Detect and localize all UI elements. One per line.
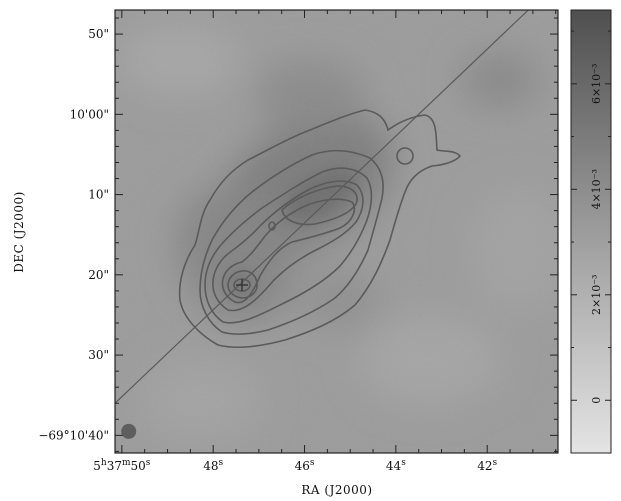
contour-ring (396, 147, 414, 165)
contour-level-6 (227, 270, 258, 299)
beam-circle (121, 423, 137, 439)
y-tick-label-4: 30" (88, 348, 109, 362)
colorbar-tick-labels: 0 2×10⁻³ 4×10⁻³ 6×10⁻³ (590, 64, 603, 404)
contour-lines (178, 109, 462, 349)
axis-ticks (115, 10, 558, 453)
colorbar-tick-label-2: 4×10⁻³ (590, 169, 603, 209)
colorbar-tick-label-1: 2×10⁻³ (590, 275, 603, 315)
x-tick-label-1: 48s (203, 458, 223, 473)
y-tick-labels: 50" 10'00" 10" 20" 30" −69°10'40" (38, 27, 109, 442)
y-tick-label-5: −69°10'40" (38, 428, 109, 442)
map-image (115, 10, 558, 453)
map-frame (114, 9, 559, 454)
colorbar-tick-label-0: 0 (590, 397, 603, 404)
y-tick-label-3: 20" (88, 268, 109, 282)
x-axis-title: RA (J2000) (301, 483, 372, 497)
colorbar-ticks (571, 30, 611, 454)
x-tick-label-3: 44s (386, 458, 406, 473)
x-tick-label-4: 42s (477, 458, 497, 473)
contour-inner-clump (281, 185, 358, 226)
colorbar-gradient (570, 9, 612, 454)
source-marker (236, 279, 248, 291)
x-tick-labels: 5h37m50s 48s 46s 44s 42s (93, 458, 497, 473)
contour-level-5 (221, 198, 356, 304)
y-tick-label-1: 10'00" (70, 107, 109, 121)
x-tick-label-2: 46s (295, 458, 315, 473)
colorbar-tick-label-3: 6×10⁻³ (590, 64, 603, 104)
y-tick-label-2: 10" (88, 188, 109, 202)
contour-level-1 (178, 109, 462, 349)
contour-small (268, 221, 276, 231)
position-angle-line (115, 10, 529, 404)
y-tick-label-0: 50" (88, 27, 109, 41)
contour-level-2 (199, 149, 384, 335)
colorbar: 0 2×10⁻³ 4×10⁻³ 6×10⁻³ (570, 9, 612, 454)
x-tick-label-0: 5h37m50s (93, 458, 151, 473)
y-axis-title: DEC (J2000) (12, 191, 26, 273)
contour-level-3 (204, 167, 373, 324)
contour-level-4 (212, 180, 364, 312)
